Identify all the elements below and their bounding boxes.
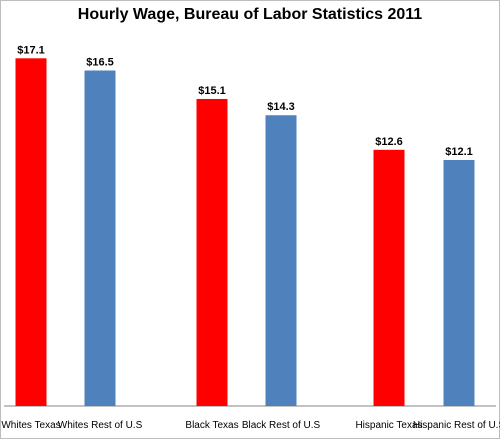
bar-whites-texas	[15, 58, 47, 407]
data-label: $12.6	[375, 136, 403, 148]
data-label: $16.5	[86, 57, 114, 69]
bar-black-texas	[196, 98, 228, 406]
x-tick-label: Hispanic Texas	[355, 420, 422, 431]
bar-hispanic-rest-of-u-s	[443, 159, 475, 406]
x-tick-label: Whites Rest of U.S	[58, 420, 143, 431]
x-tick-label: Black Texas	[185, 420, 238, 431]
data-label: $14.3	[267, 101, 295, 113]
x-tick-label: Hispanic Rest of U.S	[413, 420, 500, 431]
chart-title: Hourly Wage, Bureau of Labor Statistics …	[77, 6, 423, 23]
bar-hispanic-texas	[373, 149, 405, 407]
data-label: $12.1	[445, 146, 473, 158]
bar-black-rest-of-u-s	[265, 115, 297, 406]
bar-whites-rest-of-u-s	[84, 70, 116, 406]
x-tick-label: Whites Texas	[1, 420, 60, 431]
data-label: $17.1	[17, 44, 45, 56]
data-label: $15.1	[198, 85, 226, 97]
x-tick-label: Black Rest of U.S	[242, 420, 321, 431]
